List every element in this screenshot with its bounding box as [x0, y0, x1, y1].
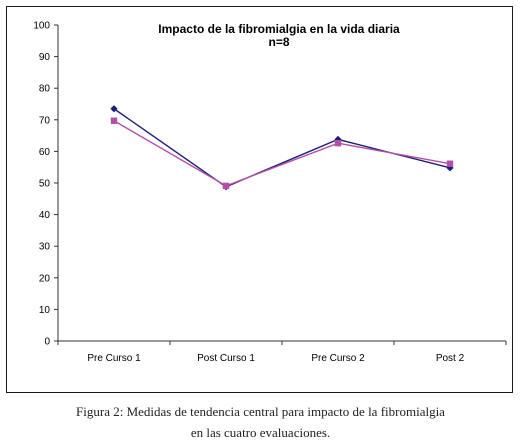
y-tick-label: 20	[39, 273, 51, 284]
y-tick-label: 80	[39, 84, 51, 95]
y-tick-label: 100	[33, 21, 50, 32]
series-2	[110, 117, 454, 190]
line-chart: 0 10 20 30 40 50 60 70 80 90 100 Pre Curso 1 Post Cu…	[33, 21, 507, 364]
series-layer	[110, 105, 454, 191]
caption-line-2: en las cuatro evaluaciones.	[190, 425, 331, 440]
y-tick-label: 40	[39, 210, 51, 221]
y-tick-label: 50	[39, 179, 51, 190]
data-point-square	[222, 182, 230, 190]
caption-label: Figura 2:	[76, 404, 124, 419]
y-tick-label: 30	[39, 242, 51, 253]
chart-axes: 0 10 20 30 40 50 60 70 80 90 100 Pre Curso 1 Post Cu…	[33, 21, 507, 364]
x-tick-label: Post 2	[436, 353, 465, 364]
series-1	[110, 105, 454, 191]
series-line	[113, 120, 451, 187]
caption-line-1: Medidas de tendencia central para impact…	[123, 404, 445, 419]
y-tick-label: 10	[39, 305, 51, 316]
figure-caption: Figura 2: Medidas de tendencia central p…	[0, 401, 521, 443]
series-line	[113, 108, 451, 188]
data-point-square	[446, 160, 454, 167]
chart-frame	[6, 6, 513, 393]
chart-subtitle: n=8	[268, 35, 289, 49]
data-point-diamond	[110, 105, 118, 113]
chart-title: Impacto de la fibromialgia en la vida di…	[158, 22, 400, 36]
x-tick-label: Pre Curso 1	[87, 353, 141, 364]
y-tick-label: 0	[44, 337, 50, 348]
y-tick-label: 70	[39, 115, 51, 126]
y-tick-label: 60	[39, 147, 51, 158]
x-tick-label: Pre Curso 2	[311, 353, 365, 364]
y-tick-label: 90	[39, 52, 51, 63]
data-point-square	[110, 117, 118, 124]
x-tick-label: Post Curso 1	[197, 353, 255, 364]
data-point-square	[334, 139, 342, 147]
